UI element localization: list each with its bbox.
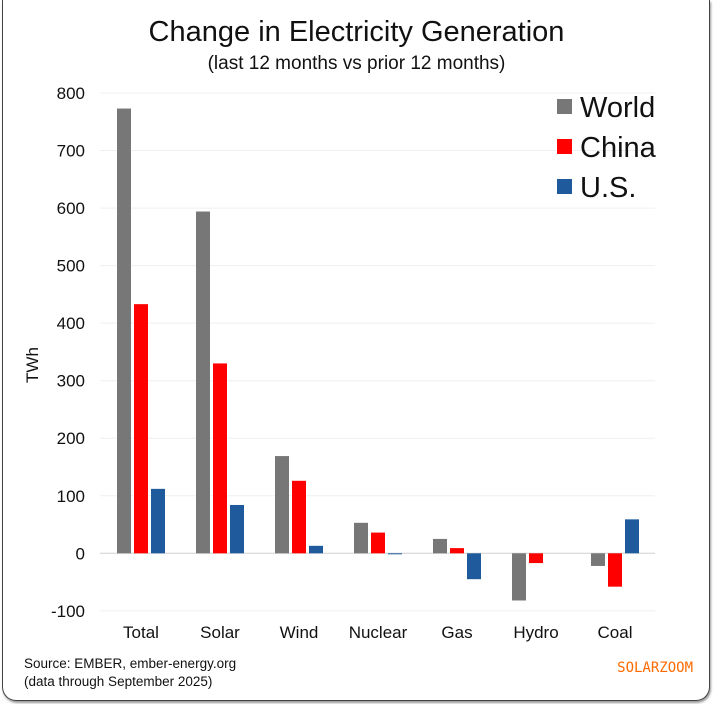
data-date-note: (data through September 2025)	[24, 674, 213, 689]
y-tick-label: 200	[57, 429, 85, 448]
bar-world-gas	[433, 538, 447, 554]
bar-china-total	[134, 304, 148, 554]
bar-china-solar	[213, 363, 227, 554]
x-tick-label: Gas	[441, 623, 472, 642]
y-tick-label: 500	[57, 257, 85, 276]
legend-swatch	[557, 179, 572, 194]
bar-world-nuclear	[354, 522, 368, 554]
y-axis-label: TWh	[23, 347, 42, 383]
y-tick-label: -100	[51, 602, 85, 621]
bar-us-nuclear	[388, 553, 402, 555]
y-tick-label: 600	[57, 199, 85, 218]
legend-swatch	[557, 139, 572, 154]
bar-us-solar	[230, 504, 244, 554]
bar-china-coal	[608, 553, 622, 587]
x-tick-label: Coal	[598, 623, 633, 642]
legend-label: U.S.	[580, 172, 636, 204]
x-tick-label: Hydro	[513, 623, 558, 642]
legend-swatch	[557, 99, 572, 114]
x-tick-label: Solar	[200, 623, 240, 642]
bar-us-total	[151, 488, 165, 554]
bar-china-gas	[450, 548, 464, 554]
bar-world-hydro	[512, 553, 526, 601]
y-tick-label: 300	[57, 372, 85, 391]
x-tick-label: Wind	[280, 623, 319, 642]
bar-world-wind	[275, 456, 289, 554]
chart-title: Change in Electricity Generation	[148, 16, 565, 48]
bar-us-wind	[309, 545, 323, 554]
y-tick-label: 400	[57, 314, 85, 333]
bar-us-coal	[625, 519, 639, 554]
source-note: Source: EMBER, ember-energy.org	[24, 656, 237, 671]
bar-china-hydro	[529, 553, 543, 564]
y-tick-label: 800	[57, 84, 85, 103]
y-tick-label: 700	[57, 142, 85, 161]
bar-us-gas	[467, 553, 481, 580]
x-tick-label: Nuclear	[349, 623, 408, 642]
watermark: SOLARZOOM	[617, 660, 693, 676]
y-tick-label: 0	[76, 544, 85, 563]
legend-label: World	[580, 92, 655, 124]
chart-subtitle: (last 12 months vs prior 12 months)	[207, 53, 506, 74]
bar-china-nuclear	[371, 532, 385, 554]
x-tick-label: Total	[123, 623, 159, 642]
bar-world-total	[117, 108, 131, 554]
y-tick-label: 100	[57, 487, 85, 506]
bar-china-wind	[292, 480, 306, 554]
bar-world-coal	[591, 553, 605, 566]
bar-world-solar	[196, 211, 210, 554]
legend-label: China	[580, 132, 657, 164]
